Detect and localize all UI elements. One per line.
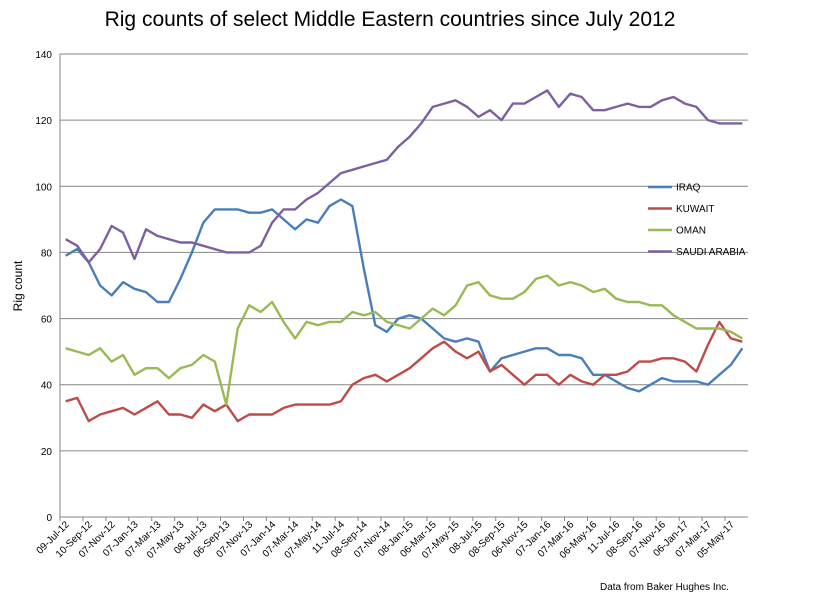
series-line-oman [65,274,743,406]
y-tick-label-0: 0 [46,513,52,524]
source-note: Data from Baker Hughes Inc. [600,582,729,593]
y-tick-labels: 0 20 40 60 80 100 120 140 [35,50,52,524]
series-lines [65,89,744,423]
legend: IRAQ KUWAIT OMAN SAUDI ARABIA [648,183,746,258]
series-line-kuwait [65,320,743,423]
y-tick-label-120: 120 [35,116,52,127]
gridlines [60,53,748,452]
y-axis-label: Rig count [11,260,25,311]
y-tick-label-80: 80 [41,248,53,259]
legend-label-iraq: IRAQ [676,183,701,194]
y-tick-label-20: 20 [41,447,53,458]
legend-label-oman: OMAN [676,226,706,237]
chart-title: Rig counts of select Middle Eastern coun… [104,8,676,31]
y-tick-label-140: 140 [35,50,52,61]
y-tick-label-40: 40 [41,381,53,392]
y-tick-label-100: 100 [35,182,52,193]
y-tick-label-60: 60 [41,315,53,326]
legend-label-saudi-arabia: SAUDI ARABIA [676,247,746,258]
series-line-saudi-arabia [65,89,743,264]
axes [59,54,748,521]
series-line-iraq [65,198,744,393]
x-tick-labels: 09-Jul-1210-Sep-1207-Nov-1207-Jan-1307-M… [35,519,738,561]
legend-label-kuwait: KUWAIT [676,204,715,215]
